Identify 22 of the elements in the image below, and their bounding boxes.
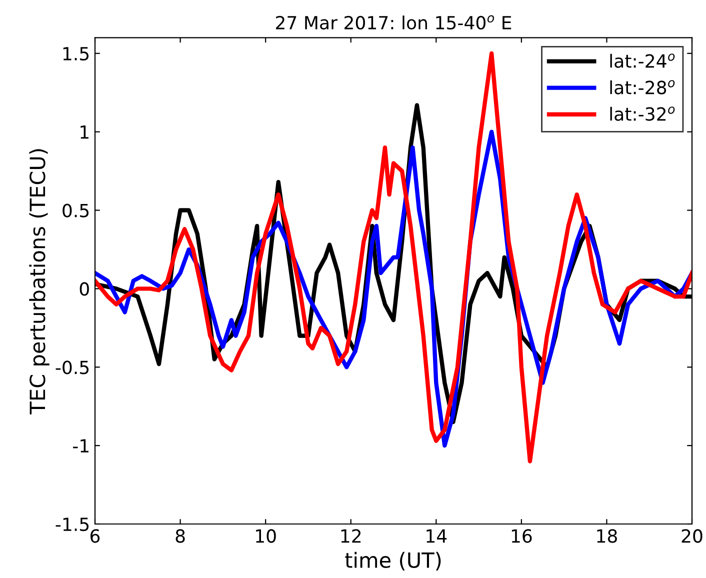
x-tick-label: 18 [597, 529, 617, 543]
x-tick-label: 14 [426, 529, 447, 543]
line-series [95, 51, 692, 464]
x-tick-label: 20 [682, 529, 702, 543]
x-tick-label: 8 [176, 529, 185, 543]
x-tick-label: 10 [256, 529, 276, 543]
x-tick-label: 16 [512, 529, 532, 543]
x-tick-label: 12 [341, 529, 361, 543]
legend-label: lat:-32$^{o}$ [610, 106, 675, 121]
y-tick-label: 1.5 [63, 47, 89, 61]
legend-label: lat:-28$^{o}$ [610, 80, 675, 94]
y-tick-label: -1.5 [56, 518, 89, 532]
x-tick-label: 6 [90, 529, 100, 543]
x-axis-title: time (UT) [345, 552, 441, 570]
y-tick-label: 0.5 [62, 204, 89, 218]
y-tick-label: 1 [80, 126, 88, 139]
y-tick-label: 0 [80, 282, 89, 296]
y-axis-title: TEC perturbations (TECU) [29, 149, 50, 414]
chart-title: 27 Mar 2017: lon 15-40$^{o}$ E [276, 15, 512, 30]
y-tick-label: -1 [73, 439, 88, 452]
legend-label: lat:-24$^{o}$ [610, 54, 675, 68]
y-tick-label: -0.5 [56, 360, 89, 374]
